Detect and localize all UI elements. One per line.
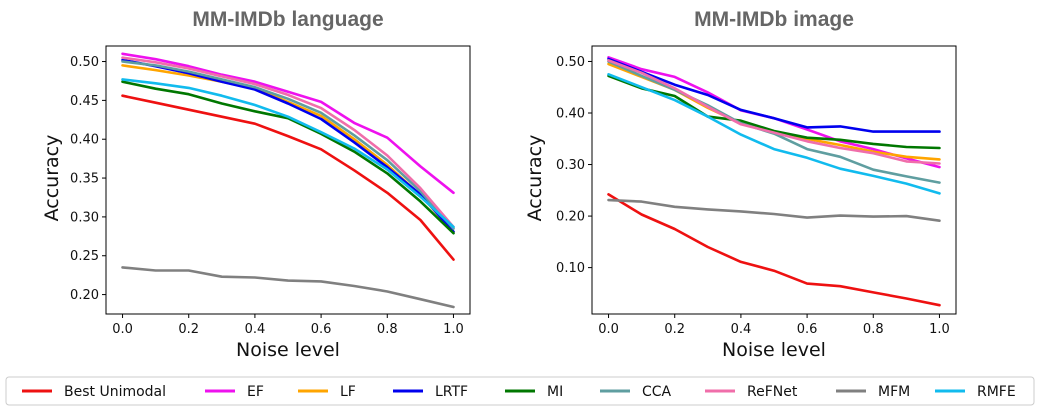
y-tick-label: 0.50	[70, 55, 99, 70]
x-tick-label: 0.4	[245, 322, 266, 337]
series-line-best-unimodal	[121, 94, 455, 261]
y-tick-label: 0.50	[556, 55, 585, 70]
x-tick-label: 0.0	[112, 322, 133, 337]
y-tick-label: 0.40	[70, 133, 99, 148]
legend-label-lrtf: LRTF	[435, 384, 468, 400]
axis-ticks: 0.0 0.2 0.4 0.6 0.8 1.0 0.10 0.20 0.30 0.40 0.50	[556, 55, 950, 337]
y-tick-label: 0.45	[70, 94, 99, 109]
legend-label-cca: CCA	[642, 384, 672, 400]
x-tick-label: 0.8	[863, 322, 884, 337]
series-line-lrtf	[607, 57, 941, 133]
legend: Best Unimodal EF LF LRTF MI CCA ReFNet MFM RMFE	[5, 376, 1035, 406]
x-tick-label: 0.2	[664, 322, 685, 337]
series-lines	[607, 55, 941, 307]
y-tick-label: 0.30	[556, 158, 585, 173]
series-line-refnet	[607, 59, 941, 165]
y-tick-label: 0.10	[556, 261, 585, 276]
axis-ticks: 0.0 0.2 0.4 0.6 0.8 1.0 0.20 0.25 0.30 0.35 0.40 0.…	[70, 55, 464, 337]
y-tick-label: 0.30	[70, 210, 99, 225]
legend-label-refnet: ReFNet	[747, 384, 798, 400]
y-axis-label: Accuracy	[524, 135, 546, 222]
x-axis-label: Noise level	[722, 339, 826, 361]
series-line-mfm	[121, 266, 455, 309]
chart-mm-imdb-image: MM-IMDb image Noise level Accuracy 0.0 0.…	[524, 8, 957, 361]
x-tick-label: 0.8	[377, 322, 398, 337]
plot-frame	[591, 45, 957, 315]
x-tick-label: 0.6	[311, 322, 332, 337]
x-tick-label: 1.0	[443, 322, 464, 337]
series-line-ef	[607, 55, 941, 169]
legend-label-mfm: MFM	[878, 384, 910, 400]
legend-label-best-unimodal: Best Unimodal	[64, 384, 166, 400]
legend-label-lf: LF	[340, 384, 356, 400]
plot-frame	[105, 45, 471, 315]
x-tick-label: 0.2	[178, 322, 199, 337]
series-line-mi	[121, 80, 455, 235]
y-tick-label: 0.40	[556, 107, 585, 122]
x-axis-label: Noise level	[236, 339, 340, 361]
series-lines	[121, 52, 455, 309]
legend-label-ef: EF	[247, 384, 264, 400]
y-tick-label: 0.20	[70, 288, 99, 303]
y-tick-label: 0.25	[70, 249, 99, 264]
y-tick-label: 0.20	[556, 210, 585, 225]
series-line-mfm	[607, 198, 941, 222]
chart-mm-imdb-language: MM-IMDb language Noise level Accuracy 0.…	[41, 8, 471, 361]
x-tick-label: 0.0	[598, 322, 619, 337]
series-line-mi	[607, 74, 941, 150]
series-line-refnet	[121, 56, 455, 229]
series-line-best-unimodal	[607, 193, 941, 307]
series-line-rmfe	[607, 73, 941, 195]
chart-title: MM-IMDb language	[192, 8, 383, 31]
x-tick-label: 0.6	[797, 322, 818, 337]
series-line-ef	[121, 52, 455, 195]
series-line-cca	[121, 60, 455, 230]
legend-label-rmfe: RMFE	[977, 384, 1016, 400]
y-tick-label: 0.35	[70, 172, 99, 187]
x-tick-label: 1.0	[929, 322, 950, 337]
series-line-lrtf	[121, 58, 455, 233]
chart-title: MM-IMDb image	[694, 8, 854, 31]
legend-label-mi: MI	[547, 384, 563, 400]
series-line-rmfe	[121, 78, 455, 229]
y-axis-label: Accuracy	[41, 135, 63, 222]
x-tick-label: 0.4	[731, 322, 752, 337]
